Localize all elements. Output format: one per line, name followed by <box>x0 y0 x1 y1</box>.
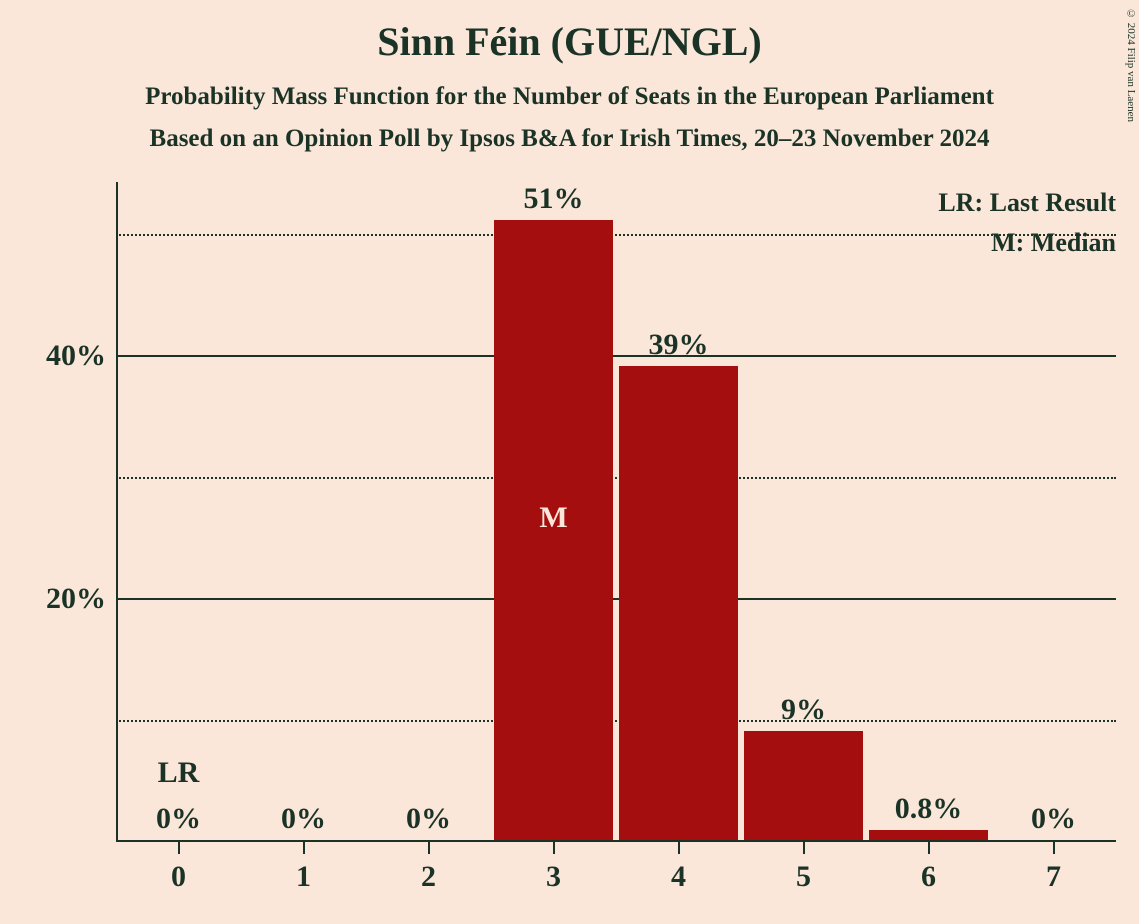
bar-value-label: 51% <box>524 182 584 216</box>
gridline <box>116 355 1116 357</box>
x-tick-label: 1 <box>296 860 311 894</box>
gridline-minor <box>116 477 1116 479</box>
legend-m: M: Median <box>938 228 1116 258</box>
bar-value-label: 0% <box>156 802 201 836</box>
x-tick <box>1053 842 1055 854</box>
x-tick <box>428 842 430 854</box>
median-marker: M <box>539 501 567 535</box>
x-tick-label: 2 <box>421 860 436 894</box>
x-tick <box>553 842 555 854</box>
x-tick <box>928 842 930 854</box>
x-tick-label: 7 <box>1046 860 1061 894</box>
x-tick <box>803 842 805 854</box>
lr-marker: LR <box>158 756 200 790</box>
x-axis <box>116 840 1116 842</box>
chart-area: LR: Last Result M: Median 20%40%00%LR10%… <box>116 182 1116 842</box>
gridline-minor <box>116 234 1116 236</box>
x-tick-label: 5 <box>796 860 811 894</box>
x-tick <box>678 842 680 854</box>
gridline <box>116 598 1116 600</box>
x-tick <box>303 842 305 854</box>
copyright-text: © 2024 Filip van Laenen <box>1125 8 1137 122</box>
bar <box>619 366 738 840</box>
bar-value-label: 9% <box>781 693 826 727</box>
bar <box>869 830 988 840</box>
plot-region: LR: Last Result M: Median 20%40%00%LR10%… <box>116 182 1116 842</box>
x-tick-label: 0 <box>171 860 186 894</box>
legend-lr: LR: Last Result <box>938 188 1116 218</box>
y-tick-label: 20% <box>16 582 106 616</box>
chart-subtitle-1: Probability Mass Function for the Number… <box>0 65 1139 111</box>
x-tick-label: 3 <box>546 860 561 894</box>
y-axis <box>116 182 118 842</box>
y-tick-label: 40% <box>16 339 106 373</box>
bar-value-label: 39% <box>649 328 709 362</box>
bar <box>744 731 863 840</box>
chart-title: Sinn Féin (GUE/NGL) <box>0 0 1139 65</box>
bar-value-label: 0% <box>281 802 326 836</box>
bar-value-label: 0% <box>1031 802 1076 836</box>
x-tick <box>178 842 180 854</box>
legend: LR: Last Result M: Median <box>938 188 1116 268</box>
x-tick-label: 6 <box>921 860 936 894</box>
chart-subtitle-2: Based on an Opinion Poll by Ipsos B&A fo… <box>0 111 1139 153</box>
gridline-minor <box>116 720 1116 722</box>
x-tick-label: 4 <box>671 860 686 894</box>
bar-value-label: 0.8% <box>895 792 963 826</box>
bar-value-label: 0% <box>406 802 451 836</box>
